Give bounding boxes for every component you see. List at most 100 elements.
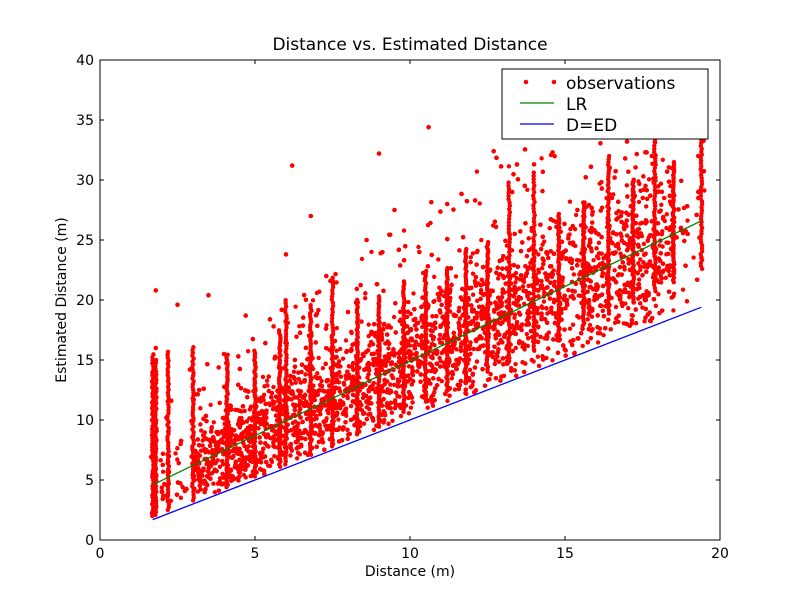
observation-point [467, 367, 473, 373]
observation-point [526, 283, 531, 289]
observation-point [295, 395, 300, 400]
observation-point [366, 322, 371, 327]
observation-point [453, 313, 459, 318]
observation-point [200, 443, 205, 448]
observation-point [562, 293, 567, 298]
observation-point [300, 419, 305, 425]
observation-point [622, 287, 628, 292]
observation-point [518, 248, 524, 254]
observation-point [667, 199, 673, 204]
observation-point [477, 201, 482, 206]
observation-point [257, 435, 262, 440]
observation-point [540, 305, 545, 311]
observation-point [299, 435, 304, 441]
observation-point [410, 369, 415, 374]
observation-point [512, 231, 517, 237]
observation-point [318, 412, 323, 417]
observation-point [540, 242, 545, 247]
observation-point [202, 489, 207, 495]
observation-point [366, 398, 371, 404]
observation-point [297, 452, 302, 457]
observation-point [519, 323, 524, 329]
observation-point [502, 310, 507, 315]
observation-point [288, 443, 293, 448]
observation-point [474, 316, 479, 321]
observation-point [514, 373, 519, 379]
observation-point [655, 221, 661, 226]
observation-point [437, 332, 443, 338]
observation-point [178, 495, 184, 500]
observation-point [630, 313, 635, 318]
observation-point [475, 346, 480, 352]
observation-point [594, 246, 599, 251]
observation-point [393, 301, 398, 306]
observation-point [637, 181, 642, 187]
observation-point [590, 220, 595, 225]
observation-point [570, 223, 575, 229]
observation-point [513, 280, 518, 285]
observation-point [570, 288, 575, 294]
observation-point [438, 364, 443, 369]
observation-point [211, 481, 216, 486]
observation-point [552, 283, 557, 288]
observation-point [539, 314, 544, 319]
observation-point [438, 324, 443, 330]
observation-point [204, 448, 209, 453]
observation-point [297, 428, 302, 433]
observation-point [175, 446, 180, 451]
observation-point [428, 354, 434, 360]
observation-point [490, 288, 495, 294]
observation-point [671, 291, 677, 296]
observation-point [208, 402, 213, 408]
observation-point [614, 232, 619, 237]
observation-point [643, 204, 649, 209]
observation-point [236, 469, 242, 475]
observation-point [334, 410, 340, 416]
observation-point [658, 280, 664, 285]
observation-point [639, 220, 645, 225]
observation-point [544, 355, 549, 361]
observation-point [585, 317, 591, 322]
observation-point [387, 232, 392, 237]
observation-point [586, 311, 592, 316]
observation-point [520, 278, 526, 284]
observation-point [439, 302, 444, 308]
observation-point [500, 266, 505, 271]
observation-point [633, 165, 638, 170]
observation-point [571, 272, 577, 277]
observation-point [429, 252, 434, 258]
observation-point [212, 490, 218, 495]
observation-point [619, 210, 624, 215]
observation-point [436, 257, 441, 262]
observation-point [691, 255, 696, 260]
observation-point [334, 377, 340, 382]
observation-point [194, 451, 200, 456]
observation-point [457, 248, 462, 253]
observation-point [663, 275, 668, 281]
observation-point [310, 298, 316, 303]
observation-point [594, 282, 599, 287]
observation-point [547, 225, 552, 231]
observation-point [586, 243, 592, 249]
observation-point [524, 331, 530, 337]
observation-point [492, 344, 497, 349]
observation-point [314, 413, 319, 419]
observation-point [563, 306, 568, 311]
observation-point [479, 336, 484, 341]
observation-point [648, 233, 653, 238]
observation-point [397, 378, 402, 384]
observation-point [350, 399, 356, 404]
observation-point [318, 383, 323, 388]
observation-point [354, 286, 359, 292]
observation-point [649, 219, 654, 224]
observation-point [538, 246, 544, 252]
observation-point [457, 305, 462, 310]
observation-point [646, 293, 651, 298]
observation-point [546, 346, 551, 351]
observation-point [488, 372, 493, 377]
observation-point [231, 477, 236, 482]
observation-point [496, 341, 501, 346]
observation-point [562, 327, 567, 332]
observation-point [498, 164, 504, 169]
observation-point [237, 457, 242, 462]
